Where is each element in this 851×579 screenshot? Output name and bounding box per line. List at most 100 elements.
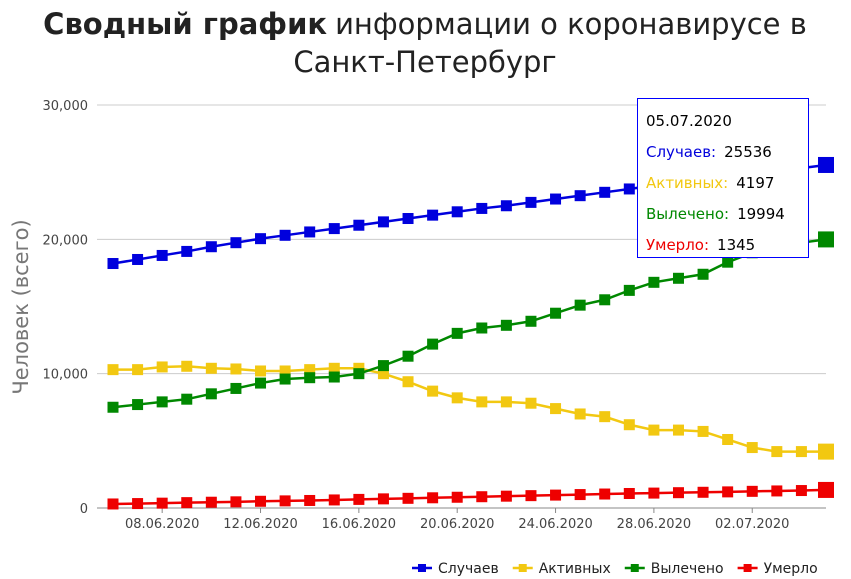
data-point-recovered[interactable] [377, 360, 389, 372]
data-point-recovered[interactable] [525, 315, 537, 327]
data-point-cases[interactable] [328, 223, 340, 235]
data-point-deaths[interactable] [722, 486, 734, 498]
data-point-recovered[interactable] [500, 319, 512, 331]
data-point-active[interactable] [230, 363, 242, 375]
data-point-recovered[interactable] [304, 372, 316, 384]
data-point-deaths[interactable] [132, 498, 144, 510]
data-point-active[interactable] [427, 385, 439, 397]
data-point-recovered[interactable] [255, 377, 267, 389]
data-point-active[interactable] [107, 364, 119, 376]
data-point-active[interactable] [746, 442, 758, 454]
data-point-recovered[interactable] [599, 294, 611, 306]
data-point-deaths[interactable] [205, 496, 217, 508]
data-point-cases[interactable] [156, 249, 168, 261]
data-point-recovered[interactable] [818, 231, 834, 248]
data-point-deaths[interactable] [402, 492, 414, 504]
data-point-deaths[interactable] [353, 493, 365, 505]
data-point-active[interactable] [279, 365, 291, 377]
data-point-deaths[interactable] [818, 481, 834, 498]
data-point-recovered[interactable] [427, 338, 439, 350]
data-point-active[interactable] [500, 396, 512, 408]
data-point-active[interactable] [550, 403, 562, 415]
data-point-active[interactable] [377, 368, 389, 380]
data-point-recovered[interactable] [328, 371, 340, 383]
data-point-active[interactable] [672, 424, 684, 436]
data-point-cases[interactable] [402, 213, 414, 225]
data-point-deaths[interactable] [574, 489, 586, 501]
data-point-deaths[interactable] [181, 497, 193, 509]
data-point-cases[interactable] [279, 229, 291, 241]
data-point-active[interactable] [648, 424, 660, 436]
data-point-deaths[interactable] [451, 491, 463, 503]
data-point-recovered[interactable] [722, 256, 734, 268]
data-point-recovered[interactable] [476, 322, 488, 334]
data-point-cases[interactable] [623, 183, 635, 195]
data-point-cases[interactable] [132, 253, 144, 265]
data-point-recovered[interactable] [279, 373, 291, 385]
data-point-cases[interactable] [550, 193, 562, 205]
data-point-recovered[interactable] [623, 284, 635, 296]
data-point-recovered[interactable] [550, 307, 562, 319]
data-point-cases[interactable] [181, 245, 193, 257]
data-point-cases[interactable] [574, 190, 586, 202]
data-point-recovered[interactable] [205, 388, 217, 400]
data-point-recovered[interactable] [451, 327, 463, 339]
data-point-recovered[interactable] [672, 272, 684, 284]
data-point-deaths[interactable] [771, 485, 783, 497]
data-point-active[interactable] [771, 446, 783, 458]
data-point-recovered[interactable] [230, 382, 242, 394]
data-point-active[interactable] [132, 364, 144, 376]
data-point-active[interactable] [402, 376, 414, 388]
data-point-recovered[interactable] [156, 396, 168, 408]
data-point-cases[interactable] [818, 156, 834, 173]
data-point-cases[interactable] [451, 206, 463, 218]
data-point-active[interactable] [156, 361, 168, 373]
data-point-recovered[interactable] [132, 399, 144, 411]
data-point-active[interactable] [304, 364, 316, 376]
legend-item-recovered[interactable]: Вылечено [624, 561, 724, 577]
data-point-active[interactable] [818, 443, 834, 460]
data-point-active[interactable] [722, 433, 734, 445]
data-point-cases[interactable] [525, 196, 537, 208]
data-point-deaths[interactable] [107, 498, 119, 510]
data-point-active[interactable] [623, 419, 635, 431]
data-point-active[interactable] [255, 365, 267, 377]
data-point-active[interactable] [599, 411, 611, 423]
data-point-cases[interactable] [230, 237, 242, 249]
data-point-deaths[interactable] [746, 485, 758, 497]
data-point-cases[interactable] [353, 219, 365, 231]
data-point-active[interactable] [205, 362, 217, 374]
data-point-active[interactable] [525, 397, 537, 409]
data-point-deaths[interactable] [500, 490, 512, 502]
data-point-deaths[interactable] [550, 489, 562, 501]
legend-item-deaths[interactable]: Умерло [737, 561, 818, 577]
data-point-deaths[interactable] [648, 487, 660, 499]
data-point-deaths[interactable] [525, 490, 537, 502]
data-point-active[interactable] [476, 396, 488, 408]
data-point-active[interactable] [451, 392, 463, 404]
data-point-cases[interactable] [304, 226, 316, 238]
data-point-deaths[interactable] [279, 495, 291, 507]
data-point-recovered[interactable] [648, 276, 660, 288]
data-point-active[interactable] [697, 425, 709, 437]
data-point-active[interactable] [574, 408, 586, 420]
data-point-deaths[interactable] [599, 488, 611, 500]
data-point-recovered[interactable] [697, 268, 709, 280]
data-point-deaths[interactable] [672, 487, 684, 499]
data-point-deaths[interactable] [377, 493, 389, 505]
data-point-active[interactable] [181, 360, 193, 372]
data-point-cases[interactable] [427, 209, 439, 221]
data-point-deaths[interactable] [328, 494, 340, 506]
data-point-deaths[interactable] [427, 492, 439, 504]
data-point-cases[interactable] [255, 233, 267, 245]
data-point-active[interactable] [328, 362, 340, 374]
data-point-deaths[interactable] [795, 485, 807, 497]
data-point-recovered[interactable] [181, 393, 193, 405]
data-point-deaths[interactable] [156, 497, 168, 509]
data-point-deaths[interactable] [623, 487, 635, 499]
data-point-cases[interactable] [205, 241, 217, 253]
data-point-deaths[interactable] [304, 494, 316, 506]
data-point-cases[interactable] [500, 200, 512, 212]
data-point-recovered[interactable] [353, 368, 365, 380]
data-point-cases[interactable] [377, 216, 389, 228]
